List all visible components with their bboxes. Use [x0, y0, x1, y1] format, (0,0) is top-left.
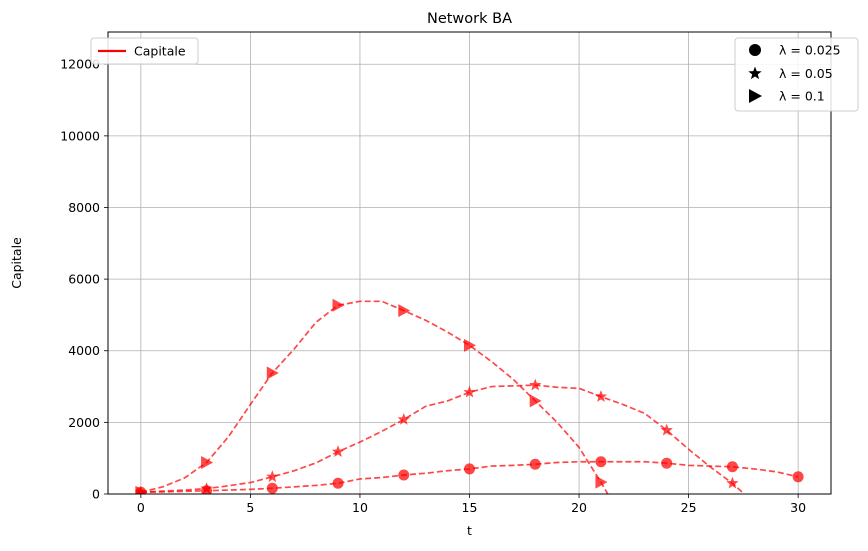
x-tick-label: 0 — [137, 500, 145, 515]
y-tick-label: 8000 — [68, 200, 100, 215]
legend-entry-star: λ = 0.05 — [748, 66, 833, 81]
legend-color: Capitale — [90, 37, 199, 65]
data-point-star — [529, 378, 542, 391]
data-point-star — [726, 476, 739, 489]
y-tick-label: 10000 — [60, 128, 100, 143]
data-point-star — [331, 445, 345, 457]
data-point-triangle — [464, 338, 476, 352]
series-line-triangle-right — [140, 300, 609, 494]
legend-label-triangle: λ = 0.1 — [779, 89, 825, 104]
data-point-circle — [595, 456, 607, 468]
x-tick-label: 20 — [571, 500, 587, 515]
data-point-star — [463, 385, 476, 398]
x-tick-label: 30 — [790, 500, 806, 515]
y-tick-label: 4000 — [68, 343, 100, 358]
data-point-triangle — [398, 304, 411, 318]
axis-ticks: 0 5 10 15 20 25 30 0 2000 4000 6000 8000 10000 12000 — [60, 57, 806, 515]
data-point-triangle — [266, 366, 279, 380]
legend-color-box — [90, 37, 199, 65]
data-point-star — [594, 390, 608, 402]
data-point-circle — [661, 457, 673, 469]
data-point-circle — [398, 469, 410, 481]
series-line-star — [140, 384, 746, 494]
x-tick-label: 25 — [681, 500, 697, 515]
x-tick-label: 10 — [352, 500, 368, 515]
legend-label-star: λ = 0.05 — [779, 66, 833, 81]
legend-color-label: Capitale — [134, 44, 186, 59]
legend-triangle-marker — [749, 89, 762, 103]
data-point-circle — [726, 461, 738, 473]
y-tick-label: 6000 — [68, 272, 100, 287]
legend-markers: λ = 0.025 λ = 0.05 λ = 0.1 — [734, 37, 859, 112]
data-point-triangle — [595, 475, 608, 489]
data-point-triangle — [332, 298, 345, 312]
chart-title: Network BA — [427, 11, 512, 27]
data-point-triangle — [529, 394, 542, 408]
x-tick-label: 5 — [246, 500, 254, 515]
data-point-star — [266, 470, 279, 483]
y-axis-label: Capitale — [9, 237, 24, 289]
legend-markers-box — [734, 37, 859, 112]
y-tick-label: 12000 — [60, 57, 100, 72]
data-point-triangle — [201, 455, 214, 469]
data-point-star — [200, 482, 213, 494]
y-tick-label: 2000 — [68, 415, 100, 430]
x-axis-label: t — [467, 523, 472, 538]
data-point-circle — [529, 458, 541, 470]
legend-entry-triangle: λ = 0.1 — [749, 89, 825, 104]
y-tick-label: 0 — [92, 487, 100, 502]
series-layer — [134, 298, 804, 494]
data-point-circle — [464, 463, 475, 475]
data-point-star — [660, 423, 673, 436]
legend-entry-circle: λ = 0.025 — [749, 43, 841, 58]
data-point-star — [397, 413, 410, 425]
legend-label-circle: λ = 0.025 — [779, 43, 841, 58]
data-point-circle — [332, 477, 344, 489]
x-tick-label: 15 — [462, 500, 478, 515]
data-point-triangle — [135, 485, 148, 494]
data-point-circle — [792, 471, 804, 483]
legend-star-marker — [748, 66, 762, 80]
data-point-circle — [266, 482, 278, 494]
legend-circle-marker — [749, 44, 761, 56]
